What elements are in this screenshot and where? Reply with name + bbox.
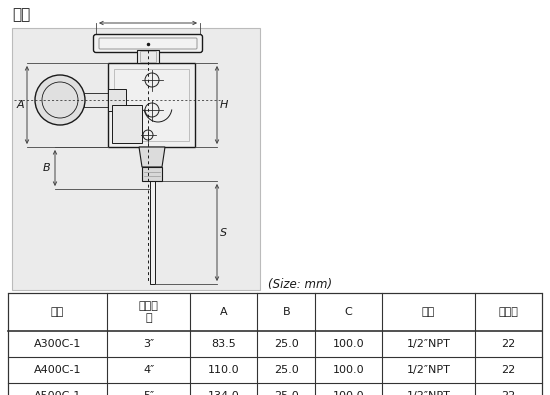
Text: 螺牙: 螺牙 (422, 307, 435, 317)
Bar (142, 167, 162, 181)
Text: (Size: mm): (Size: mm) (268, 278, 332, 291)
Bar (150, 181, 155, 284)
Text: A: A (220, 307, 228, 317)
Bar (108, 63, 195, 147)
Text: 25.0: 25.0 (274, 339, 299, 349)
Text: 25.0: 25.0 (274, 391, 299, 395)
Text: A500C-1: A500C-1 (34, 391, 81, 395)
Bar (140, 51, 156, 62)
Text: 1/2″NPT: 1/2″NPT (406, 365, 450, 375)
Text: A300C-1: A300C-1 (34, 339, 81, 349)
Bar (12, 28, 260, 290)
Text: C: C (345, 307, 353, 317)
Bar (84, 93, 109, 107)
FancyBboxPatch shape (94, 34, 202, 53)
Text: H: H (220, 100, 228, 110)
Text: 5″: 5″ (143, 391, 154, 395)
Bar (108, 89, 126, 111)
Text: 134.0: 134.0 (208, 391, 240, 395)
Text: 万向: 万向 (12, 7, 30, 22)
Bar (112, 105, 142, 143)
Text: 3″: 3″ (143, 339, 154, 349)
Text: S: S (221, 228, 228, 237)
Text: 25.0: 25.0 (274, 365, 299, 375)
Text: 83.5: 83.5 (211, 339, 236, 349)
Text: 型号: 型号 (51, 307, 64, 317)
Text: A400C-1: A400C-1 (34, 365, 81, 375)
Text: 4″: 4″ (143, 365, 155, 375)
Text: 100.0: 100.0 (333, 391, 364, 395)
Text: 100.0: 100.0 (333, 339, 364, 349)
Bar (137, 50, 159, 63)
Text: B: B (43, 163, 51, 173)
Text: 110.0: 110.0 (208, 365, 240, 375)
Text: 22: 22 (501, 365, 515, 375)
Circle shape (35, 75, 85, 125)
Text: A: A (16, 100, 24, 110)
Polygon shape (139, 147, 165, 167)
Text: 1/2″NPT: 1/2″NPT (406, 339, 450, 349)
Text: B: B (282, 307, 290, 317)
Text: 100.0: 100.0 (333, 365, 364, 375)
Text: 表盘尺
寸: 表盘尺 寸 (139, 301, 158, 323)
Text: 1/2″NPT: 1/2″NPT (406, 391, 450, 395)
Bar (8, 293, 542, 395)
Text: 六角头: 六角头 (498, 307, 518, 317)
Text: 22: 22 (501, 391, 515, 395)
Text: 22: 22 (501, 339, 515, 349)
Bar (114, 69, 189, 141)
